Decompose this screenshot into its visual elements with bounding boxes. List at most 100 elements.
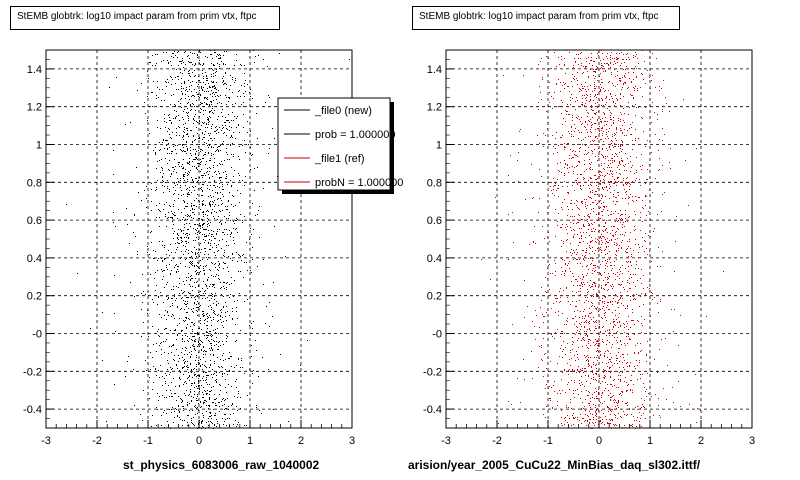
data-point (576, 254, 577, 255)
data-point (196, 273, 197, 274)
data-point (623, 287, 624, 288)
data-point (210, 206, 211, 207)
data-point (581, 90, 582, 91)
data-point (180, 61, 181, 62)
data-point (173, 206, 174, 207)
data-point (203, 204, 204, 205)
data-point (569, 389, 570, 390)
data-point (219, 146, 220, 147)
data-point (174, 417, 175, 418)
data-point (637, 58, 638, 59)
data-point (538, 109, 539, 110)
data-point (200, 402, 201, 403)
data-point (230, 85, 231, 86)
data-point (164, 397, 165, 398)
data-point (212, 204, 213, 205)
data-point (557, 329, 558, 330)
data-point (566, 106, 567, 107)
data-point (225, 263, 226, 264)
data-point (646, 361, 647, 362)
data-point (629, 278, 630, 279)
data-point (620, 356, 621, 357)
data-point (167, 218, 168, 219)
data-point (181, 86, 182, 87)
data-point (171, 346, 172, 347)
data-point (201, 406, 202, 407)
data-point (609, 174, 610, 175)
data-point (212, 284, 213, 285)
data-point (540, 61, 541, 62)
data-point (177, 57, 178, 58)
data-point (169, 255, 170, 256)
data-point (581, 202, 582, 203)
data-point (611, 397, 612, 398)
data-point (625, 183, 626, 184)
data-point (160, 128, 161, 129)
data-point (205, 240, 206, 241)
data-point (597, 128, 598, 129)
data-point (209, 204, 210, 205)
data-point (200, 380, 201, 381)
data-point (220, 333, 221, 334)
data-point (540, 307, 541, 308)
data-point (235, 341, 236, 342)
data-point (161, 258, 162, 259)
data-point (662, 194, 663, 195)
data-point (206, 338, 207, 339)
data-point (566, 405, 567, 406)
data-point (557, 298, 558, 299)
data-point (604, 315, 605, 316)
data-point (213, 65, 214, 66)
data-point (601, 240, 602, 241)
data-point (638, 321, 639, 322)
data-point (614, 244, 615, 245)
data-point (626, 178, 627, 179)
data-point (223, 286, 224, 287)
data-point (622, 59, 623, 60)
data-point (621, 344, 622, 345)
data-point (645, 146, 646, 147)
data-point (212, 335, 213, 336)
data-point (181, 257, 182, 258)
data-point (610, 93, 611, 94)
data-point (180, 220, 181, 221)
data-point (615, 197, 616, 198)
data-point (501, 220, 502, 221)
data-point (655, 178, 656, 179)
data-point (157, 304, 158, 305)
data-point (213, 330, 214, 331)
data-point (191, 256, 192, 257)
data-point (538, 367, 539, 368)
data-point (164, 245, 165, 246)
data-point (206, 123, 207, 124)
data-point (181, 330, 182, 331)
data-point (567, 239, 568, 240)
data-point (222, 373, 223, 374)
data-point (247, 270, 248, 271)
data-point (167, 299, 168, 300)
data-point (179, 377, 180, 378)
data-point (237, 190, 238, 191)
data-point (611, 286, 612, 287)
data-point (174, 330, 175, 331)
data-point (595, 308, 596, 309)
data-point (184, 70, 185, 71)
data-point (238, 173, 239, 174)
data-point (592, 372, 593, 373)
data-point (219, 187, 220, 188)
data-point (617, 59, 618, 60)
data-point (219, 394, 220, 395)
data-point (595, 103, 596, 104)
data-point (570, 216, 571, 217)
data-point (619, 53, 620, 54)
data-point (604, 377, 605, 378)
data-point (640, 343, 641, 344)
data-point (209, 397, 210, 398)
data-point (584, 178, 585, 179)
data-point (213, 70, 214, 71)
data-point (571, 134, 572, 135)
data-point (602, 318, 603, 319)
data-point (652, 293, 653, 294)
data-point (628, 384, 629, 385)
data-point (234, 301, 235, 302)
